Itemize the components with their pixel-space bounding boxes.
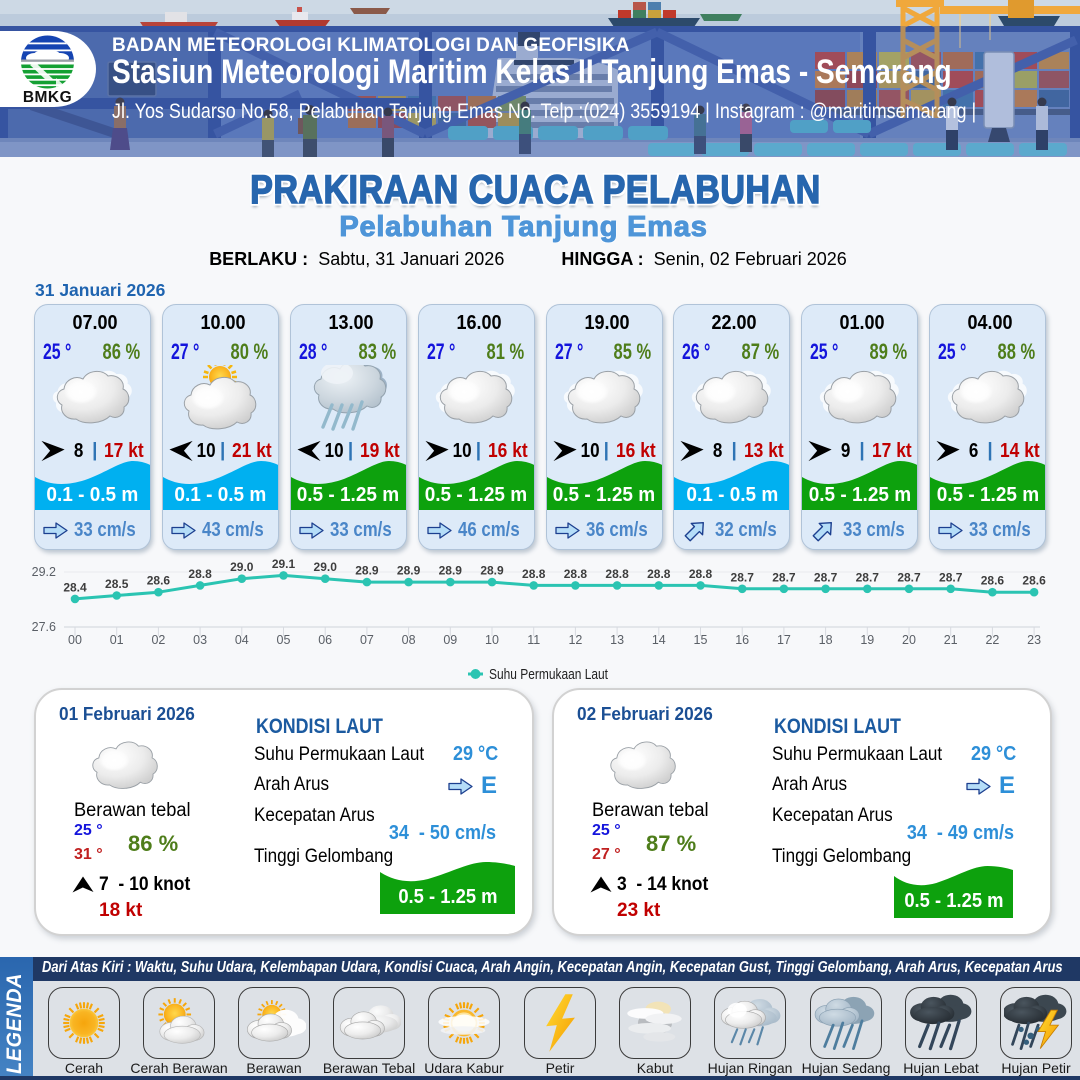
svg-text:28.9: 28.9	[480, 564, 504, 578]
svg-text:28.9: 28.9	[355, 564, 379, 578]
svg-text:22: 22	[985, 633, 999, 647]
svg-text:28.8: 28.8	[605, 567, 629, 581]
svg-text:28.6: 28.6	[1022, 574, 1046, 588]
svg-text:18: 18	[819, 633, 833, 647]
svg-text:07: 07	[360, 633, 374, 647]
svg-text:28.8: 28.8	[564, 567, 588, 581]
svg-text:10: 10	[485, 633, 499, 647]
svg-text:28.7: 28.7	[814, 570, 838, 584]
svg-text:27.6: 27.6	[32, 620, 56, 634]
svg-text:08: 08	[402, 633, 416, 647]
svg-text:28.7: 28.7	[772, 570, 796, 584]
svg-text:03: 03	[193, 633, 207, 647]
svg-text:Suhu Permukaan Laut: Suhu Permukaan Laut	[489, 667, 608, 683]
svg-text:28.8: 28.8	[188, 567, 212, 581]
svg-text:23: 23	[1027, 633, 1041, 647]
svg-text:11: 11	[527, 633, 540, 647]
svg-text:20: 20	[902, 633, 916, 647]
svg-text:15: 15	[694, 633, 708, 647]
svg-text:28.7: 28.7	[939, 570, 963, 584]
svg-text:28.9: 28.9	[439, 564, 463, 578]
svg-text:12: 12	[568, 633, 582, 647]
svg-text:01: 01	[110, 633, 124, 647]
svg-text:29.2: 29.2	[32, 565, 56, 579]
svg-text:13: 13	[610, 633, 624, 647]
svg-text:28.9: 28.9	[397, 564, 421, 578]
svg-text:17: 17	[777, 633, 791, 647]
svg-text:28.6: 28.6	[147, 574, 171, 588]
svg-text:29.0: 29.0	[314, 560, 338, 574]
svg-text:28.8: 28.8	[689, 567, 713, 581]
svg-text:28.6: 28.6	[981, 574, 1005, 588]
svg-text:28.5: 28.5	[105, 577, 129, 591]
svg-text:06: 06	[318, 633, 332, 647]
svg-text:28.7: 28.7	[856, 570, 880, 584]
svg-text:28.8: 28.8	[522, 567, 546, 581]
svg-text:09: 09	[443, 633, 457, 647]
svg-text:05: 05	[277, 633, 291, 647]
svg-text:19: 19	[860, 633, 874, 647]
svg-text:14: 14	[652, 633, 666, 647]
svg-text:28.7: 28.7	[731, 570, 755, 584]
svg-text:16: 16	[735, 633, 749, 647]
svg-text:29.1: 29.1	[272, 558, 296, 571]
svg-text:04: 04	[235, 633, 249, 647]
svg-text:28.8: 28.8	[647, 567, 671, 581]
svg-text:28.7: 28.7	[897, 570, 921, 584]
svg-text:28.4: 28.4	[63, 580, 87, 594]
svg-text:02: 02	[151, 633, 165, 647]
svg-text:BMKG: BMKG	[23, 89, 72, 106]
svg-text:00: 00	[68, 633, 82, 647]
svg-text:29.0: 29.0	[230, 560, 254, 574]
svg-text:21: 21	[944, 633, 958, 647]
